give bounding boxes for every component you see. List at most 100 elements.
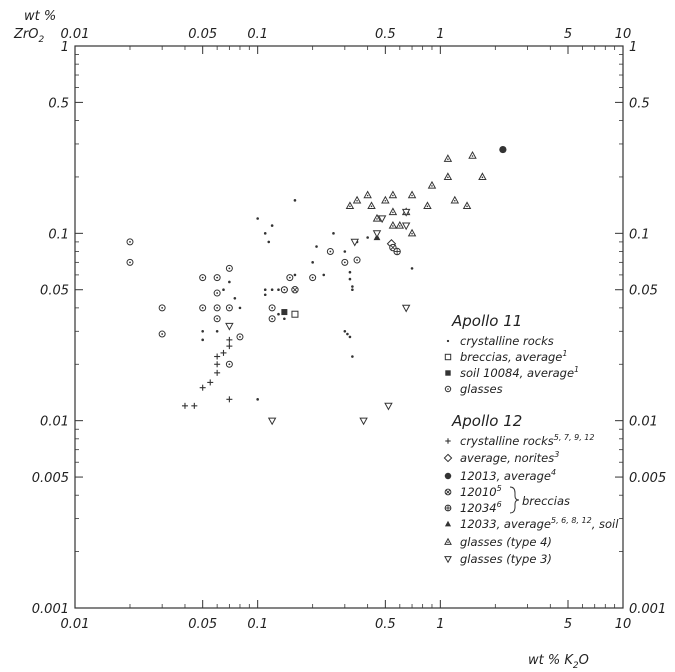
legend-entry-2: soil 10084, average1 <box>460 365 579 380</box>
data-point <box>468 150 477 159</box>
legend-title-apollo-11: Apollo 11 <box>451 312 522 330</box>
y-tick-label-right: 0.001 <box>629 602 666 617</box>
data-point <box>332 232 335 235</box>
legend-marker-5 <box>443 453 453 463</box>
series-3 <box>126 238 361 368</box>
data-point <box>348 270 352 274</box>
data-point <box>351 288 354 292</box>
legend-brace <box>509 486 520 514</box>
data-point <box>407 228 417 237</box>
data-point <box>225 304 233 312</box>
x-tick-label-bottom: 0.01 <box>61 617 90 632</box>
data-point <box>270 224 274 227</box>
legend-breccias-label: breccias <box>522 494 570 508</box>
data-point <box>346 332 349 336</box>
data-point <box>191 402 198 409</box>
legend-marker-10 <box>444 537 452 545</box>
data-point <box>293 273 297 277</box>
data-point <box>199 304 207 312</box>
data-point <box>401 222 411 231</box>
data-point <box>263 293 267 297</box>
x-tick-label-bottom: 0.5 <box>375 617 396 632</box>
legend-marker-9 <box>444 520 452 527</box>
data-point <box>222 288 225 292</box>
y-tick-label-right: 0.01 <box>629 415 658 430</box>
data-point <box>427 180 437 189</box>
y-tick-label-left: 0.1 <box>48 227 69 242</box>
data-point <box>214 369 221 376</box>
data-point <box>225 322 234 331</box>
data-point <box>293 199 297 202</box>
plot-frame <box>74 45 624 609</box>
data-point <box>226 336 233 343</box>
data-point <box>281 309 288 316</box>
data-point <box>343 250 347 253</box>
data-point <box>388 220 398 229</box>
legend-marker-11 <box>444 556 452 564</box>
legend-entry-4: crystalline rocks5, 7, 9, 12 <box>460 433 594 448</box>
data-point <box>199 274 207 282</box>
data-point <box>350 238 359 247</box>
series-10 <box>345 150 487 237</box>
data-point <box>450 195 460 204</box>
data-point <box>256 398 259 401</box>
legend-entry-3: glasses <box>460 382 503 396</box>
data-point <box>215 329 219 333</box>
data-point <box>366 236 369 239</box>
x-tick-label-top: 0.05 <box>188 27 217 42</box>
x-tick-label-top: 0.1 <box>247 27 268 42</box>
legend-marker-3 <box>444 385 452 393</box>
data-point <box>214 361 221 368</box>
series-4 <box>181 336 233 409</box>
data-point <box>277 288 280 292</box>
data-point <box>443 154 453 162</box>
series-6 <box>499 145 507 154</box>
data-point <box>199 384 206 391</box>
x-tick-label-top: 10 <box>615 27 632 42</box>
legend-entry-1: breccias, average1 <box>460 349 567 364</box>
y-tick-label-left: 0.005 <box>32 471 69 486</box>
data-point <box>401 304 411 313</box>
data-point <box>381 195 390 204</box>
legend-entry-0: crystalline rocks <box>460 334 554 348</box>
data-point <box>462 201 472 210</box>
data-point <box>213 304 221 312</box>
data-point <box>423 201 432 210</box>
data-point <box>207 379 214 386</box>
data-point <box>225 360 233 368</box>
y-tick-label-right: 1 <box>629 40 637 55</box>
data-point <box>213 274 221 282</box>
data-point <box>280 286 288 294</box>
y-tick-label-left: 0.05 <box>40 284 69 299</box>
data-point <box>263 288 267 292</box>
data-point <box>268 304 276 312</box>
data-point <box>277 312 280 316</box>
legend-entry-10: glasses (type 4) <box>460 535 552 549</box>
data-point <box>353 256 361 264</box>
data-points <box>126 145 507 426</box>
data-point <box>351 355 354 358</box>
data-point <box>345 201 355 210</box>
x-tick-label-bottom: 5 <box>564 617 572 632</box>
data-point <box>388 207 398 216</box>
x-tick-label-top: 5 <box>564 27 572 42</box>
data-point <box>267 417 277 426</box>
data-point <box>363 190 372 199</box>
data-point <box>410 267 414 270</box>
y-tick-label-left: 1 <box>61 40 69 55</box>
data-point <box>384 402 393 411</box>
legend-entry-9: 12033, average5, 6, 8, 12, soil <box>460 516 619 531</box>
ticks: 0.010.010.050.050.10.10.50.5115510100.00… <box>32 27 666 632</box>
legend-entry-6: 12013, average4 <box>460 468 556 483</box>
data-point <box>352 195 362 204</box>
data-point <box>351 285 354 288</box>
data-point <box>322 273 326 277</box>
data-point <box>401 208 411 217</box>
series-1 <box>291 310 299 318</box>
data-point <box>228 280 231 284</box>
legend-entry-11: glasses (type 3) <box>460 552 552 566</box>
x-tick-label-top: 0.5 <box>375 27 396 42</box>
data-point <box>233 296 237 300</box>
data-point <box>126 258 134 266</box>
